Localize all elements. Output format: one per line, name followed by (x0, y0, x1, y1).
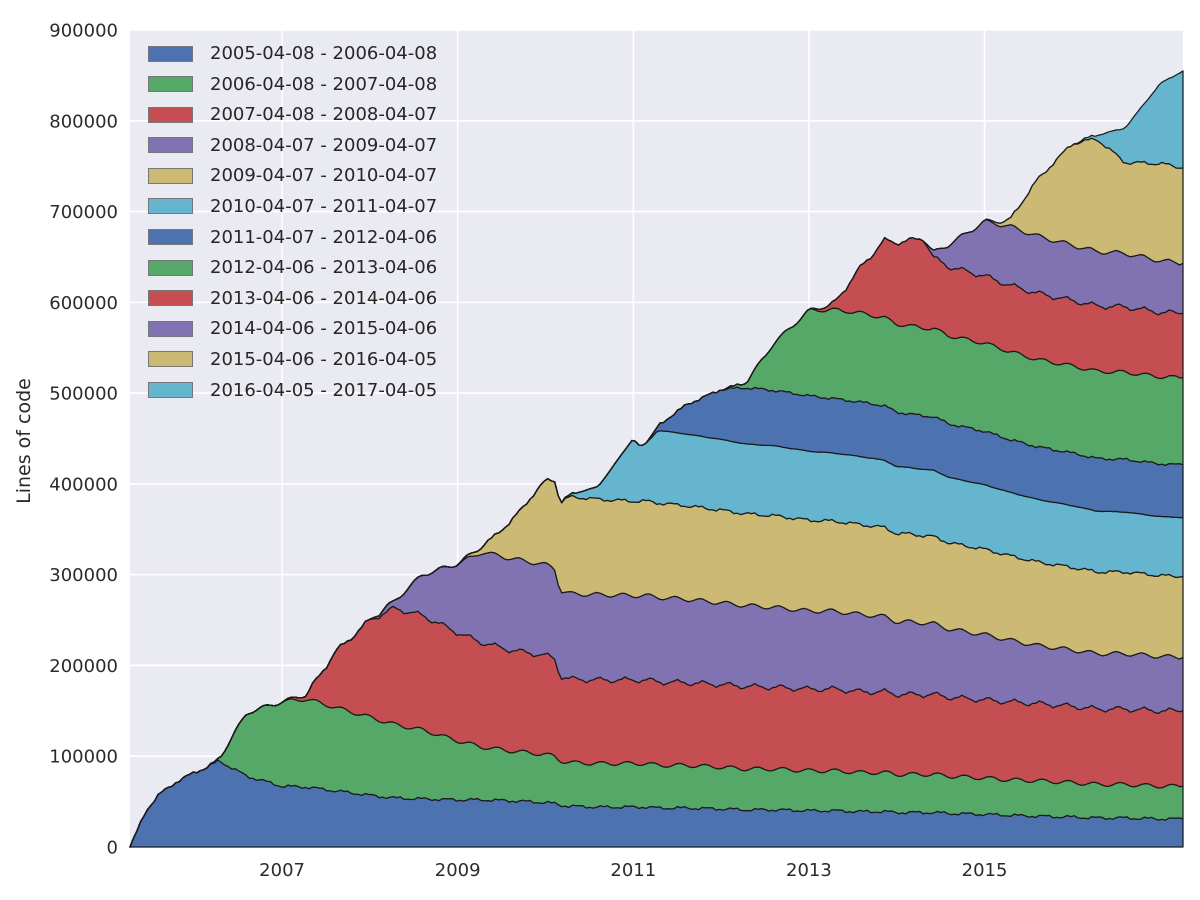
y-tick-label: 900000 (49, 21, 118, 42)
legend-label: 2007-04-08 - 2008-04-07 (210, 104, 438, 126)
legend-swatch (148, 167, 193, 184)
y-tick-label: 400000 (49, 474, 118, 495)
x-tick-label: 2011 (610, 860, 656, 881)
legend-item: 2015-04-06 - 2016-04-05 (148, 350, 437, 369)
legend-label: 2006-04-08 - 2007-04-08 (210, 73, 438, 95)
legend: 2005-04-08 - 2006-04-08 2006-04-08 - 2007… (148, 44, 437, 400)
legend-swatch (148, 259, 193, 276)
x-tick-label: 2007 (259, 860, 305, 881)
y-tick-label: 700000 (49, 202, 118, 223)
legend-label: 2016-04-05 - 2017-04-05 (210, 379, 438, 401)
legend-label: 2010-04-07 - 2011-04-07 (210, 195, 438, 217)
legend-label: 2008-04-07 - 2009-04-07 (210, 134, 438, 156)
legend-swatch (148, 229, 193, 246)
y-tick-label: 300000 (49, 565, 118, 586)
y-tick-label: 600000 (49, 293, 118, 314)
area-bands (129, 70, 1184, 848)
legend-label: 2015-04-06 - 2016-04-05 (210, 348, 438, 370)
legend-label: 2009-04-07 - 2010-04-07 (210, 165, 438, 187)
legend-item: 2006-04-08 - 2007-04-08 (148, 75, 437, 94)
legend-item: 2014-04-06 - 2015-04-06 (148, 319, 437, 338)
legend-swatch (148, 198, 193, 215)
x-tick-label: 2015 (962, 860, 1008, 881)
legend-item: 2008-04-07 - 2009-04-07 (148, 136, 437, 155)
y-tick-label: 500000 (49, 384, 118, 405)
y-tick-label: 0 (107, 838, 118, 859)
axis-tick-labels: 0 100000 200000 300000 400000 500000 600000 700… (49, 21, 1007, 882)
legend-item: 2005-04-08 - 2006-04-08 (148, 44, 437, 63)
x-tick-label: 2009 (435, 860, 481, 881)
legend-item: 2016-04-05 - 2017-04-05 (148, 381, 437, 400)
y-tick-label: 100000 (49, 747, 118, 768)
legend-label: 2014-04-06 - 2015-04-06 (210, 318, 438, 340)
legend-swatch (148, 137, 193, 154)
legend-swatch (148, 351, 193, 368)
legend-item: 2012-04-06 - 2013-04-06 (148, 258, 437, 277)
legend-item: 2007-04-08 - 2008-04-07 (148, 105, 437, 124)
area-band (129, 70, 1184, 848)
legend-item: 2011-04-07 - 2012-04-06 (148, 228, 437, 247)
legend-label: 2005-04-08 - 2006-04-08 (210, 43, 438, 64)
legend-swatch (148, 382, 193, 399)
legend-item: 2009-04-07 - 2010-04-07 (148, 166, 437, 185)
legend-label: 2011-04-07 - 2012-04-06 (210, 226, 438, 248)
x-tick-label: 2013 (786, 860, 832, 881)
legend-swatch (148, 290, 193, 307)
legend-swatch (148, 106, 193, 123)
y-axis-label: Lines of code (13, 378, 35, 504)
y-tick-label: 200000 (49, 656, 118, 677)
legend-label: 2012-04-06 - 2013-04-06 (210, 257, 438, 279)
legend-swatch (148, 45, 193, 62)
legend-item: 2013-04-06 - 2014-04-06 (148, 289, 437, 308)
legend-label: 2013-04-06 - 2014-04-06 (210, 287, 438, 309)
legend-swatch (148, 76, 193, 93)
legend-item: 2010-04-07 - 2011-04-07 (148, 197, 437, 216)
legend-swatch (148, 320, 193, 337)
y-tick-label: 800000 (49, 111, 118, 132)
